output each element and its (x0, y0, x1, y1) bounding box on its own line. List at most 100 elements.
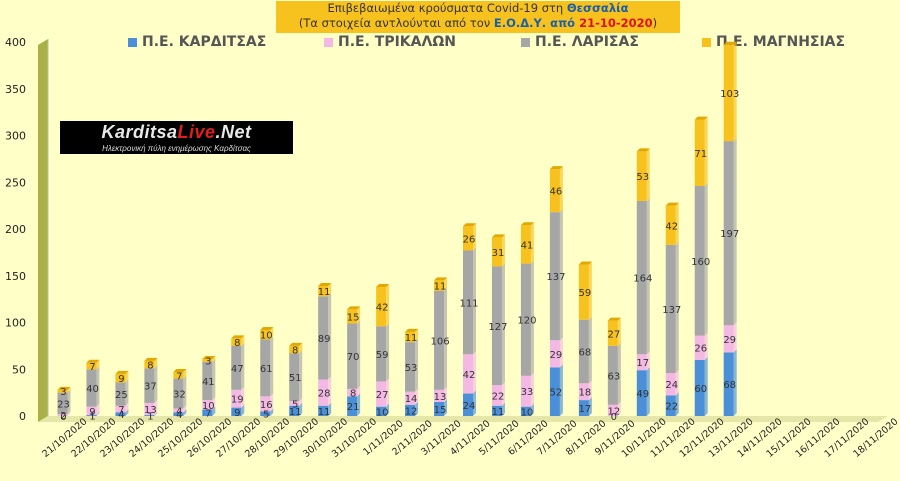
bar-segment (607, 320, 618, 346)
data-label: 31 (492, 248, 505, 259)
data-label: 8 (350, 389, 356, 400)
bar-side (328, 293, 332, 380)
bar-segment (694, 335, 705, 360)
bar-segment (173, 372, 184, 379)
bar-side (646, 351, 650, 371)
bar-side (328, 402, 332, 416)
bar-side (501, 234, 505, 267)
bar-side (386, 378, 390, 407)
bar-side (96, 412, 100, 416)
bar-side (559, 364, 563, 416)
bar-segment (144, 368, 155, 403)
data-label: 1 (147, 412, 153, 423)
bar-segment (723, 44, 734, 142)
bar-side (270, 393, 274, 412)
bar-side (299, 398, 303, 406)
bar-side (588, 316, 592, 384)
bar-side (704, 332, 708, 360)
data-label: 17 (578, 404, 591, 415)
title-line-2: (Τα στοιχεία αντλούνται από τον Ε.Ο.Δ.Υ.… (276, 16, 680, 31)
data-label: 5 (263, 410, 269, 421)
bar-top (115, 370, 129, 374)
bar-segment (260, 329, 271, 340)
bar-side (328, 376, 332, 406)
bar-side (299, 350, 303, 402)
data-label: 46 (550, 187, 563, 198)
bar-side (444, 398, 448, 416)
y-tick-label: 0 (19, 410, 26, 423)
data-label: 15 (347, 312, 360, 323)
bar-top (636, 148, 650, 152)
bar-segment (520, 375, 531, 407)
bar-segment (231, 345, 242, 390)
data-label: 7 (205, 409, 211, 420)
subtitle-suffix: ) (652, 16, 658, 30)
subtitle-source: Ε.Ο.Δ.Υ. από (493, 16, 580, 30)
bar-segment (723, 325, 734, 353)
bar-segment (318, 296, 329, 380)
bar-side (270, 336, 274, 397)
bar-side (473, 351, 476, 394)
data-label: 29 (550, 350, 563, 361)
bar-side (183, 405, 187, 413)
data-label: 41 (521, 240, 534, 251)
y-tick-label: 400 (5, 36, 26, 49)
bar-side (212, 358, 216, 401)
bar-top (173, 369, 187, 373)
bar-top (491, 234, 505, 238)
bar-side (328, 283, 332, 297)
bar-side (530, 260, 534, 376)
bar-segment (173, 378, 184, 409)
data-label: 8 (234, 338, 240, 349)
data-label: 13 (144, 405, 157, 416)
data-label: 4 (176, 410, 182, 421)
bar-side (270, 326, 274, 340)
bar-segment (231, 338, 242, 346)
bar-segment (260, 396, 271, 412)
data-label: 11 (405, 333, 418, 344)
bar-segment (694, 359, 705, 416)
bar-segment (173, 412, 184, 416)
data-label: 52 (550, 388, 563, 399)
data-label: 1 (89, 412, 95, 423)
data-label: 137 (662, 305, 681, 316)
y-tick-label: 300 (5, 130, 26, 143)
bar-segment (86, 369, 97, 407)
data-label: 8 (292, 346, 298, 357)
data-label: 3 (205, 356, 211, 367)
bar-side (675, 202, 679, 245)
data-label: 70 (347, 352, 360, 363)
bar-top (665, 202, 679, 206)
bar-side (733, 322, 737, 353)
bar-segment (57, 392, 68, 415)
logo-name: KarditsaLive.Net (101, 122, 252, 142)
bar-side (704, 116, 708, 186)
bar-side (357, 385, 361, 397)
bar-side (501, 402, 505, 416)
bar-segment (491, 405, 502, 416)
data-label: 24 (665, 380, 678, 391)
bar-side (501, 263, 505, 386)
data-label: 22 (492, 391, 505, 402)
data-label: 71 (694, 149, 707, 160)
bar-segment (289, 353, 300, 402)
bar-segment (607, 345, 618, 405)
data-label: 27 (376, 390, 389, 401)
bar-side (125, 409, 129, 416)
data-label: 10 (376, 407, 389, 418)
bar-side (299, 342, 303, 354)
data-label: 11 (318, 407, 331, 418)
bar-side (559, 209, 563, 341)
data-label: 11 (434, 282, 447, 293)
bar-top (289, 342, 303, 346)
bar-segment (86, 415, 97, 416)
data-label: 42 (376, 303, 389, 314)
bar-side (733, 41, 737, 142)
bar-segment (231, 407, 242, 416)
data-label: 53 (405, 363, 418, 374)
data-label: 42 (463, 370, 476, 381)
bar-segment (723, 352, 734, 416)
bar-side (704, 356, 708, 416)
bar-top (86, 359, 100, 363)
